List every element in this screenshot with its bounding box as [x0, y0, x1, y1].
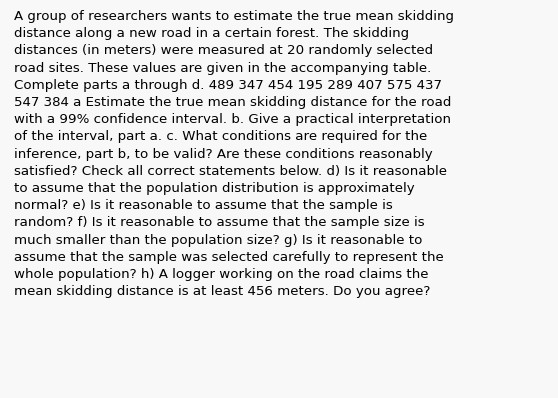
- Text: A group of researchers wants to estimate the true mean skidding
distance along a: A group of researchers wants to estimate…: [14, 10, 454, 298]
